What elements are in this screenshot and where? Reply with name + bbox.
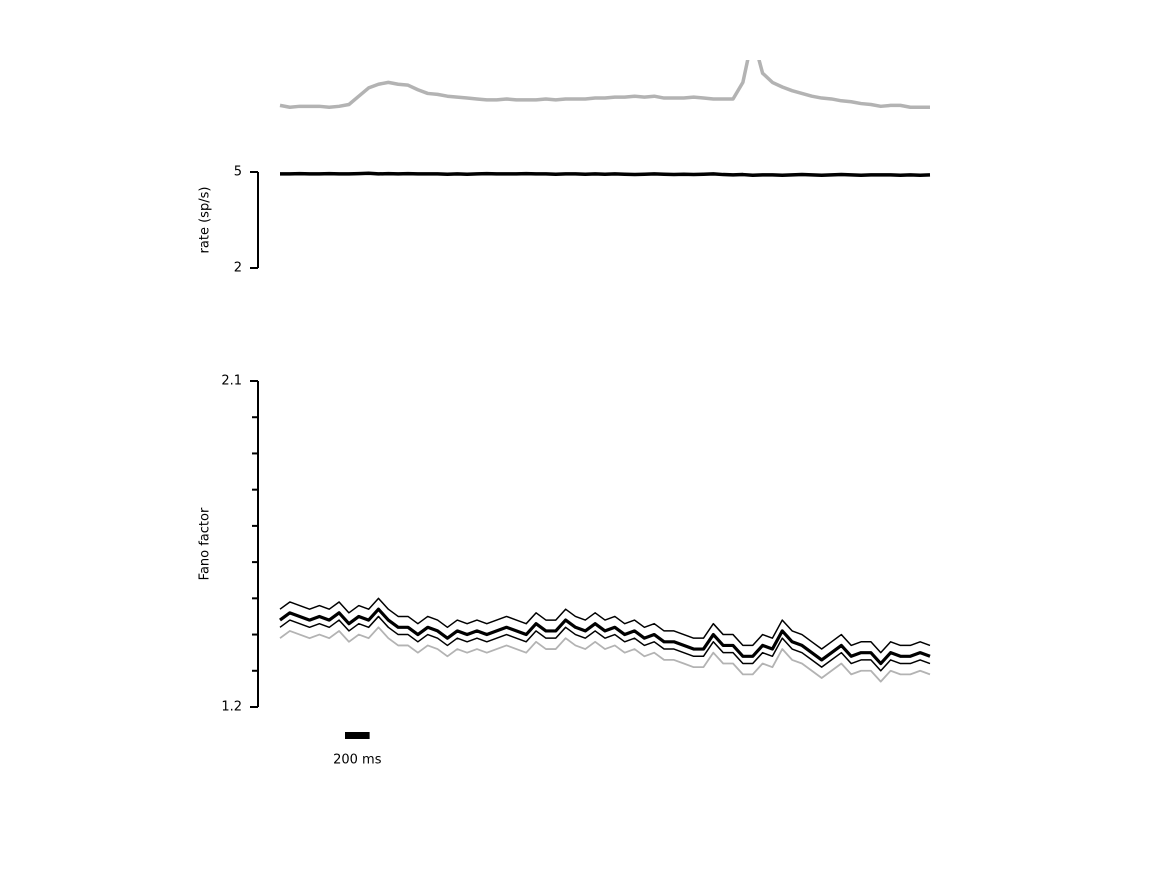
data-line [279, 607, 931, 666]
y-tick-label: 2.1 [221, 374, 242, 389]
panel [279, 597, 931, 683]
y-tick-label: 5 [234, 165, 242, 180]
scale-bar-label: 200 ms [333, 753, 382, 768]
data-line [279, 60, 930, 109]
y-axis-label: Fano factor [198, 507, 213, 580]
y-tick-label: 2 [234, 261, 242, 276]
y-tick-label: 1.2 [221, 700, 242, 715]
panel [279, 60, 930, 109]
data-line [279, 626, 931, 683]
data-line [279, 597, 931, 654]
panel [280, 171, 931, 177]
data-line [279, 615, 931, 672]
data-line [280, 171, 931, 177]
y-axis-label: rate (sp/s) [198, 187, 213, 254]
scale-bar [345, 732, 370, 739]
